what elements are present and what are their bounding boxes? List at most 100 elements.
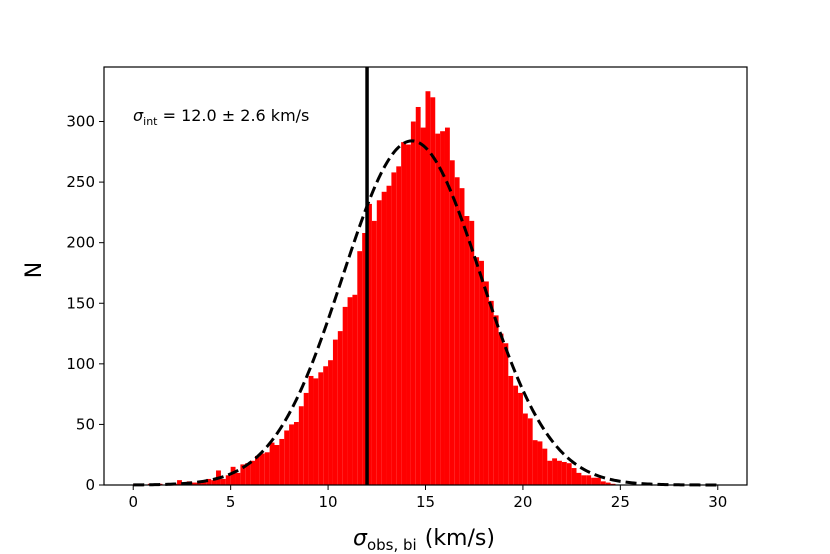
histogram-bar: [610, 483, 616, 485]
x-axis-subscript: obs, bi: [367, 536, 417, 554]
histogram-bar: [362, 232, 368, 485]
histogram-bar: [459, 188, 465, 485]
histogram-bar: [527, 418, 533, 485]
sigma-int-annotation: σint = 12.0 ± 2.6 km/s: [133, 106, 309, 128]
histogram-bar: [386, 185, 392, 485]
histogram-bar: [396, 166, 402, 486]
histogram-bar: [449, 160, 455, 485]
histogram-bar: [425, 91, 431, 486]
histogram-bar: [581, 475, 587, 485]
histogram-bar: [332, 339, 338, 485]
histogram-bar: [308, 375, 314, 485]
histogram-bar: [371, 220, 377, 485]
y-tick-label: 300: [66, 113, 95, 131]
histogram-bar: [513, 385, 519, 485]
histogram-bar: [357, 251, 363, 485]
histogram-bar: [337, 331, 343, 485]
histogram-bar: [245, 463, 251, 485]
histogram-bar: [561, 461, 567, 485]
histogram-bar: [522, 413, 528, 485]
histogram-bar: [391, 172, 397, 485]
y-tick-label: 0: [85, 476, 95, 494]
histogram-bar: [303, 392, 309, 485]
y-tick-label: 250: [66, 173, 95, 191]
histogram-bar: [401, 142, 407, 485]
histogram-bar: [440, 131, 445, 486]
histogram-bar: [264, 452, 270, 485]
histogram-bar: [240, 464, 246, 485]
histogram-bar: [430, 97, 436, 485]
histogram-bar: [206, 478, 212, 485]
gaussian-fit-curve: [133, 139, 718, 487]
histogram-bar: [220, 478, 226, 485]
annotation-symbol: σ: [133, 106, 144, 125]
histogram-bar: [483, 281, 489, 485]
x-tick-label: 0: [128, 493, 138, 511]
histogram-bar: [454, 177, 460, 485]
histogram-bar: [293, 421, 299, 485]
histogram-bar: [323, 366, 329, 485]
histogram-bar: [537, 441, 543, 485]
histogram-bar: [595, 477, 601, 485]
histogram-bar: [498, 333, 504, 485]
histogram-bar: [552, 458, 558, 485]
histogram-bar: [367, 203, 372, 485]
histogram-bar: [274, 445, 280, 485]
histogram-bar: [342, 306, 348, 485]
x-tick-label: 20: [513, 493, 532, 511]
x-tick-label: 25: [611, 493, 630, 511]
histogram-bar: [201, 481, 207, 485]
histogram-bar: [547, 460, 553, 485]
y-tick-label: 50: [76, 415, 95, 433]
histogram-bar: [255, 455, 260, 485]
histogram-bar: [508, 375, 514, 485]
y-tick-label: 150: [66, 294, 95, 312]
x-tick-label: 30: [708, 493, 727, 511]
histogram-bar: [415, 106, 421, 485]
histogram-bar: [474, 257, 480, 485]
x-axis-symbol: σ: [353, 526, 368, 551]
histogram-bar: [488, 300, 494, 485]
y-axis-ticks: 0 50 100 150 200 250 300: [66, 113, 104, 494]
histogram-bar: [576, 472, 582, 485]
histogram-bar: [605, 482, 611, 485]
histogram-bar: [410, 121, 416, 486]
x-axis-label: σobs, bi (km/s): [353, 526, 495, 554]
histogram-bar: [600, 481, 606, 485]
x-axis-ticks: 0 5 10 15 20 25 30: [128, 485, 727, 511]
histogram-bar: [318, 372, 324, 485]
histogram-bar: [230, 466, 236, 485]
histogram-bar: [352, 294, 358, 485]
histogram-bar: [406, 144, 411, 485]
histogram-bar: [250, 460, 256, 485]
x-tick-label: 10: [319, 493, 338, 511]
histogram-bar: [269, 442, 275, 485]
histogram-bar: [196, 482, 202, 485]
histogram-bar: [469, 220, 475, 485]
x-tick-label: 5: [226, 493, 236, 511]
histogram-bar: [191, 482, 197, 485]
histogram-bar: [464, 216, 470, 485]
gaussian-fit-group: [133, 139, 718, 487]
histogram-bar: [420, 127, 426, 485]
histogram-bar: [225, 475, 231, 485]
histogram-bar: [313, 378, 319, 485]
histogram-bar: [259, 453, 265, 485]
histogram-bar: [177, 480, 182, 485]
y-axis-label: N: [22, 262, 47, 278]
histogram-bar: [381, 191, 387, 486]
histogram-bar: [284, 430, 290, 485]
histogram-bar: [444, 127, 450, 485]
histogram-bar: [503, 343, 509, 485]
histogram-bar: [566, 463, 572, 485]
x-tick-label: 15: [416, 493, 435, 511]
annotation-subscript: int: [143, 115, 158, 128]
histogram-bar: [571, 468, 577, 485]
histogram-bar: [586, 475, 592, 485]
y-tick-label: 200: [66, 234, 95, 252]
histogram-bar: [347, 297, 353, 485]
histogram-bar: [289, 424, 294, 485]
histogram-bar: [435, 133, 441, 485]
x-axis-units: (km/s): [425, 526, 495, 551]
